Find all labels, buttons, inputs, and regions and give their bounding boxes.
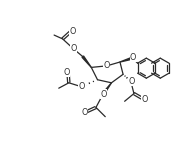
Text: O: O xyxy=(81,108,87,117)
Polygon shape xyxy=(82,56,91,67)
Text: O: O xyxy=(63,67,70,77)
Text: O: O xyxy=(104,61,110,70)
Text: O: O xyxy=(130,53,136,62)
Text: O: O xyxy=(142,95,148,104)
Polygon shape xyxy=(120,57,133,62)
Text: O: O xyxy=(79,82,85,91)
Polygon shape xyxy=(102,83,112,95)
Text: O: O xyxy=(70,44,77,53)
Text: O: O xyxy=(100,90,107,99)
Text: O: O xyxy=(128,77,135,86)
Text: O: O xyxy=(70,27,76,36)
